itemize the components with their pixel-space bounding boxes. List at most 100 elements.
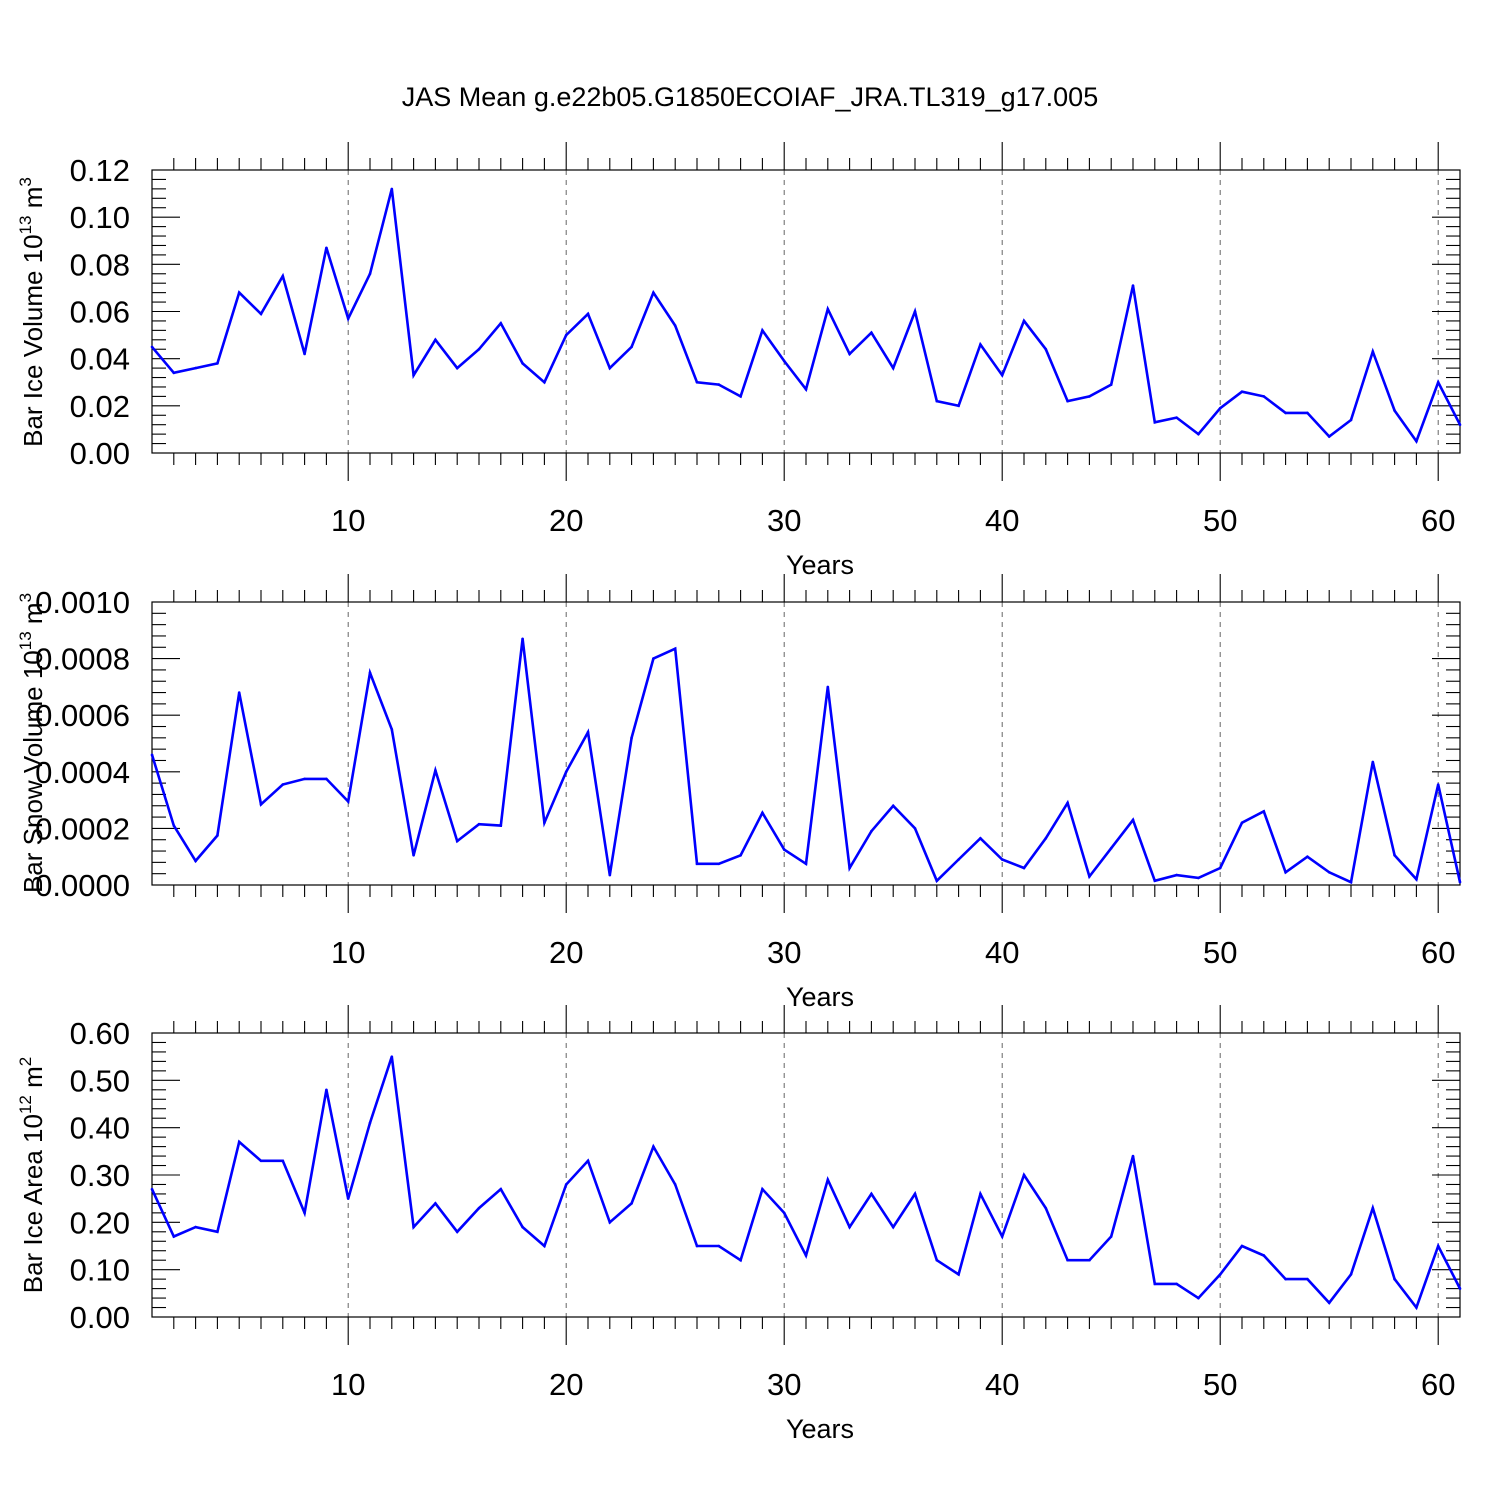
data-point — [521, 637, 524, 641]
data-point — [259, 312, 263, 316]
panel-3: 10 20 30 40 50 60 Years 0.00 0.10 0.20 0.30 0.40 0.5… — [16, 1005, 1462, 1444]
x-tick-label: 40 — [985, 935, 1019, 970]
data-point — [695, 862, 699, 866]
data-point — [630, 736, 633, 740]
data-point — [782, 1211, 786, 1215]
data-point — [259, 1159, 263, 1163]
data-point — [979, 343, 982, 346]
data-point — [150, 753, 154, 757]
data-point — [1393, 1277, 1396, 1281]
data-point — [1240, 821, 1244, 825]
data-point — [543, 821, 546, 825]
data-point — [586, 1159, 590, 1163]
data-point — [281, 274, 285, 278]
y-tick-label: 0.60 — [70, 1016, 130, 1051]
data-point — [957, 404, 960, 408]
data-point — [1131, 284, 1135, 287]
data-point — [434, 338, 437, 342]
data-point — [1153, 1282, 1157, 1286]
data-point — [477, 1206, 481, 1210]
data-point — [1262, 395, 1266, 398]
data-point — [804, 388, 808, 391]
data-point — [564, 770, 568, 774]
data-point — [1327, 870, 1331, 874]
data-point — [695, 380, 699, 384]
data-point — [935, 399, 939, 403]
y-tick-label: 0.08 — [70, 247, 130, 282]
x-tick-label: 10 — [331, 1367, 365, 1402]
data-point — [346, 800, 350, 803]
y-axis-label: Bar Ice Area 1012 m2 — [16, 1057, 48, 1294]
x-tick-label: 50 — [1203, 1367, 1237, 1402]
data-point — [237, 691, 241, 694]
data-point — [826, 1178, 830, 1182]
x-tick-label: 60 — [1421, 1367, 1455, 1402]
data-point — [1349, 418, 1353, 422]
data-point — [412, 853, 415, 857]
data-point — [216, 362, 219, 365]
x-tick-label: 30 — [767, 1367, 801, 1402]
data-point — [1458, 880, 1462, 884]
data-point — [848, 1225, 851, 1229]
data-point — [1327, 435, 1331, 438]
data-point — [935, 1258, 939, 1262]
data-point — [1153, 421, 1157, 424]
data-point — [390, 728, 394, 731]
data-point — [1022, 1173, 1026, 1177]
data-point — [259, 803, 263, 806]
data-point — [455, 1230, 459, 1234]
figure-title: JAS Mean g.e22b05.G1850ECOIAF_JRA.TL319_… — [402, 82, 1098, 112]
data-point — [761, 811, 764, 815]
data-point — [608, 873, 612, 877]
y-tick-label: 0.20 — [70, 1205, 130, 1240]
data-point — [1022, 866, 1026, 870]
data-point — [521, 1225, 524, 1229]
panels: 10 20 30 40 50 60 Years 0.00 0.02 0.04 0.06 0.08 0.1… — [16, 142, 1462, 1444]
data-point — [281, 783, 285, 786]
data-point — [1131, 818, 1135, 822]
x-tick-label: 40 — [985, 503, 1019, 538]
y-tick-label: 0.12 — [70, 153, 130, 188]
data-point — [194, 366, 197, 370]
data-point — [303, 352, 306, 356]
data-point — [1131, 1154, 1135, 1158]
data-point — [303, 1211, 306, 1215]
data-point — [1306, 1277, 1309, 1281]
data-point — [477, 347, 481, 351]
data-point — [1066, 801, 1069, 805]
data-point — [1393, 853, 1396, 857]
y-tick-label: 0.10 — [70, 200, 130, 235]
data-point — [1175, 416, 1178, 419]
data-point — [1109, 1235, 1113, 1238]
data-point — [913, 310, 917, 313]
data-point — [1327, 1301, 1331, 1305]
x-tick-label: 30 — [767, 503, 801, 538]
data-point — [913, 1192, 917, 1196]
data-point — [717, 383, 721, 386]
data-point — [1000, 1235, 1004, 1238]
data-point — [848, 866, 851, 870]
x-axis-label: Years — [786, 1414, 854, 1444]
data-point — [1306, 855, 1309, 858]
data-point — [652, 1145, 655, 1148]
data-point — [564, 333, 568, 337]
x-tick-label: 60 — [1421, 503, 1455, 538]
data-point — [194, 859, 197, 863]
data-point — [325, 777, 328, 781]
data-point — [1175, 873, 1178, 877]
data-point — [455, 839, 459, 843]
y-tick-label: 0.04 — [70, 342, 130, 377]
data-point — [673, 324, 677, 327]
data-point — [1393, 409, 1396, 412]
y-tick-label: 0.0004 — [35, 755, 130, 790]
x-tick-label: 50 — [1203, 935, 1237, 970]
data-point — [1044, 837, 1048, 840]
x-tick-label: 30 — [767, 935, 801, 970]
data-point — [1109, 383, 1113, 386]
data-point — [782, 848, 786, 851]
x-tick-label: 50 — [1203, 503, 1237, 538]
data-point — [543, 1244, 546, 1248]
panel-1: 10 20 30 40 50 60 Years 0.00 0.02 0.04 0.06 0.08 0.1… — [16, 142, 1462, 580]
data-point — [1436, 380, 1440, 384]
data-point — [804, 862, 808, 866]
